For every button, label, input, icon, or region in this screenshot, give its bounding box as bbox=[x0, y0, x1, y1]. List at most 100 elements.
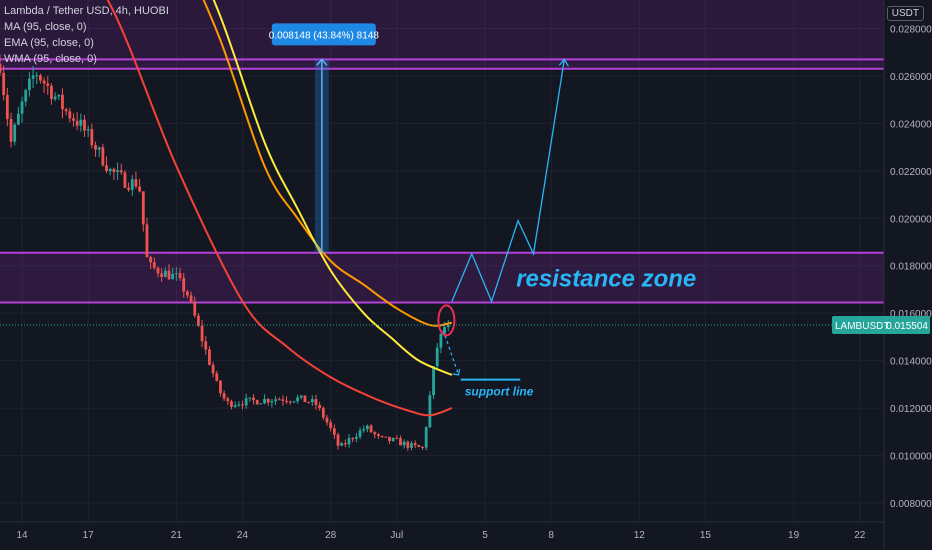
candle-body bbox=[215, 373, 219, 381]
candle-body bbox=[116, 170, 119, 172]
y-tick-label: 0.018000 bbox=[890, 262, 932, 273]
candle-body bbox=[101, 147, 105, 166]
candle-body bbox=[61, 94, 64, 110]
x-tick-label: 5 bbox=[482, 530, 488, 541]
candle-body bbox=[417, 445, 421, 447]
y-tick-label: 0.026000 bbox=[890, 72, 932, 83]
measure-arrowhead bbox=[316, 58, 328, 66]
candle-body bbox=[421, 446, 424, 448]
candle-body bbox=[318, 405, 322, 409]
candle-body bbox=[303, 395, 307, 403]
candle-body bbox=[321, 408, 325, 418]
candle-body bbox=[16, 113, 20, 125]
legend-ema[interactable]: EMA (95, close, 0) bbox=[4, 37, 94, 49]
candle-body bbox=[72, 118, 75, 121]
time-axis[interactable]: 14 17 21 24 28 Jul 5 8 12 15 19 22 bbox=[0, 521, 884, 541]
candle-body bbox=[167, 270, 171, 280]
candle-body bbox=[204, 341, 208, 350]
candle-body bbox=[351, 438, 355, 440]
candle-body bbox=[68, 111, 72, 119]
y-tick-label: 0.020000 bbox=[890, 214, 932, 225]
candle-body bbox=[366, 425, 369, 430]
candle-body bbox=[288, 401, 292, 403]
y-tick-label: 0.010000 bbox=[890, 452, 932, 463]
candle-body bbox=[314, 399, 318, 406]
candle-body bbox=[241, 404, 244, 406]
candle-body bbox=[94, 145, 97, 150]
candle-body bbox=[185, 291, 189, 296]
candle-body bbox=[340, 443, 344, 446]
legend-title[interactable]: Lambda / Tether USD, 4h, HUOBI bbox=[4, 5, 169, 17]
candle-body bbox=[138, 186, 142, 192]
x-tick-label: 14 bbox=[16, 530, 28, 541]
candle-body bbox=[83, 119, 86, 131]
price-axis[interactable]: 0.028000 0.026000 0.024000 0.022000 0.020000… bbox=[832, 0, 932, 550]
legend-ma[interactable]: MA (95, close, 0) bbox=[4, 21, 87, 33]
candle-body bbox=[97, 147, 101, 150]
candle-body bbox=[0, 64, 2, 73]
candle-body bbox=[127, 187, 130, 190]
candle-body bbox=[163, 270, 167, 277]
candle-body bbox=[13, 124, 17, 142]
candle-body bbox=[178, 273, 182, 278]
candle-body bbox=[211, 364, 215, 374]
ma-line bbox=[212, 0, 453, 376]
candle-body bbox=[53, 96, 57, 100]
candle-body bbox=[435, 347, 439, 367]
candle-body bbox=[46, 83, 50, 86]
candle-body bbox=[5, 95, 9, 120]
candle-body bbox=[123, 172, 127, 188]
candle-body bbox=[2, 72, 6, 96]
measure-label: 0.008148 (43.84%) 8148 bbox=[269, 30, 380, 41]
candle-body bbox=[263, 398, 266, 404]
candle-body bbox=[299, 395, 303, 398]
y-tick-label: 0.022000 bbox=[890, 167, 932, 178]
candle-body bbox=[424, 427, 428, 448]
grid bbox=[0, 0, 884, 522]
candle-body bbox=[219, 380, 222, 394]
y-tick-label: 0.016000 bbox=[890, 309, 932, 320]
candle-body bbox=[90, 129, 94, 146]
price-label-value: 0.015504 bbox=[886, 321, 928, 332]
candle-body bbox=[64, 109, 68, 112]
projection bbox=[451, 58, 569, 304]
support-arrowhead bbox=[452, 368, 461, 376]
legend-wma[interactable]: WMA (95, close, 0) bbox=[4, 53, 97, 65]
candles bbox=[0, 54, 450, 451]
candle-body bbox=[307, 402, 311, 404]
candle-body bbox=[174, 273, 178, 275]
candle-body bbox=[145, 224, 149, 258]
candle-body bbox=[208, 349, 211, 365]
resistance-zones bbox=[0, 0, 884, 304]
candle-body bbox=[432, 366, 435, 396]
candle-body bbox=[237, 404, 241, 406]
y-tick-label: 0.014000 bbox=[890, 357, 932, 368]
candle-body bbox=[384, 436, 388, 438]
x-tick-label: 15 bbox=[700, 530, 712, 541]
candle-body bbox=[9, 119, 13, 142]
x-tick-label: 24 bbox=[237, 530, 249, 541]
breakout-highlight-circle bbox=[437, 304, 456, 337]
indicator-legend: Lambda / Tether USD, 4h, HUOBI MA (95, c… bbox=[4, 3, 169, 67]
candle-body bbox=[358, 430, 362, 437]
candle-body bbox=[354, 436, 358, 439]
candle-body bbox=[391, 438, 395, 442]
candle-body bbox=[24, 90, 28, 102]
candle-body bbox=[182, 277, 186, 292]
x-tick-label: 17 bbox=[83, 530, 95, 541]
x-tick-label: 28 bbox=[325, 530, 337, 541]
moving-averages bbox=[106, 0, 453, 417]
currency-unit-label[interactable]: USDT bbox=[886, 6, 924, 21]
y-tick-label: 0.024000 bbox=[890, 119, 932, 130]
annotations: 0.008148 (43.84%) 8148 resistance zone sup… bbox=[0, 23, 884, 399]
candle-body bbox=[332, 428, 336, 435]
candle-body bbox=[130, 179, 134, 190]
candle-body bbox=[248, 397, 252, 399]
candle-body bbox=[112, 168, 116, 172]
candle-body bbox=[171, 273, 175, 280]
resistance-zone-1 bbox=[0, 59, 884, 69]
candle-body bbox=[193, 301, 197, 316]
